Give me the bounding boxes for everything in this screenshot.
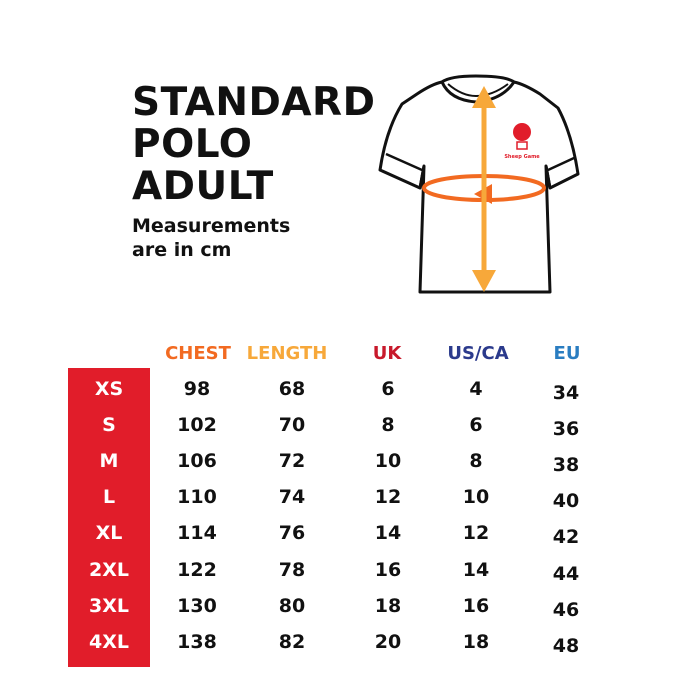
cell-chest: 130 [177,595,217,617]
subtitle-line-2: are in cm [132,239,232,261]
cell-eu: 46 [552,599,580,621]
header-usca: US/CA [447,343,509,364]
cell-usca: 10 [462,486,490,508]
size-label: 3XL [89,595,129,617]
cell-usca: 14 [462,559,490,581]
cell-length: 74 [278,486,306,508]
size-label: L [102,486,116,508]
cell-chest: 138 [177,631,217,653]
header-uk: UK [372,343,402,364]
cell-eu: 38 [552,454,580,476]
cell-eu: 48 [552,635,580,657]
header-length: LENGTH [246,343,328,364]
cell-uk: 16 [374,559,402,581]
length-arrow-up-icon [472,86,496,108]
subtitle-line-1: Measurements [132,215,291,237]
cell-length: 68 [278,378,306,400]
title-line-2: POLO [132,122,253,167]
cell-uk: 18 [374,595,402,617]
size-label: XS [94,378,124,400]
title-block: STANDARD POLO ADULT Measurements are in … [132,82,375,262]
cell-length: 72 [278,450,306,472]
title-line-1: STANDARD [132,80,376,125]
cell-eu: 42 [552,526,580,548]
cell-uk: 8 [381,414,395,436]
cell-usca: 12 [462,522,490,544]
title-line-3: ADULT [132,164,274,209]
header-chest: CHEST [165,343,231,364]
cell-usca: 16 [462,595,490,617]
size-label: XL [95,522,123,544]
cell-length: 82 [278,631,306,653]
size-label: S [102,414,116,436]
cell-uk: 10 [374,450,402,472]
cell-length: 76 [278,522,306,544]
cell-uk: 20 [374,631,402,653]
cell-usca: 8 [469,450,483,472]
size-column-bar [68,368,150,667]
cell-length: 70 [278,414,306,436]
cell-length: 80 [278,595,306,617]
cell-eu: 34 [552,382,580,404]
cell-chest: 106 [177,450,217,472]
cell-chest: 122 [177,559,217,581]
sheep-logo-icon [513,123,531,150]
polo-shirt-illustration: Sheep Game [378,74,580,294]
cell-uk: 6 [381,378,395,400]
size-label: 4XL [89,631,129,653]
cell-eu: 44 [552,563,580,585]
cell-chest: 114 [177,522,217,544]
cell-eu: 36 [552,418,580,440]
cell-usca: 18 [462,631,490,653]
cell-uk: 14 [374,522,402,544]
cell-length: 78 [278,559,306,581]
cell-usca: 4 [469,378,483,400]
header-eu: EU [553,343,581,364]
cell-chest: 102 [177,414,217,436]
cell-chest: 98 [183,378,211,400]
size-label: M [99,450,119,472]
size-label: 2XL [89,559,129,581]
length-arrow-down-icon [472,270,496,292]
cell-eu: 40 [552,490,580,512]
cell-usca: 6 [469,414,483,436]
logo-text: Sheep Game [504,154,540,160]
cell-chest: 110 [177,486,217,508]
cell-uk: 12 [374,486,402,508]
shirt-collar [440,74,517,104]
